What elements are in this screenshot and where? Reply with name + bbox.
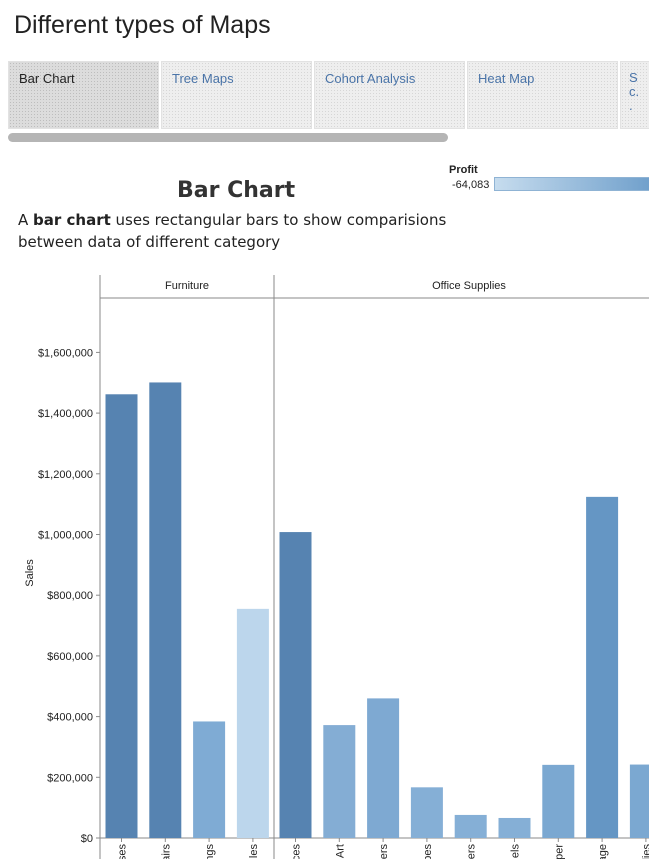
y-tick-label: $0: [81, 833, 93, 845]
y-tick-label: $600,000: [47, 651, 93, 663]
y-tick-label: $1,200,000: [38, 469, 93, 481]
bar[interactable]: [367, 698, 400, 838]
x-tick-label: les: [248, 844, 260, 859]
bar[interactable]: [236, 608, 269, 838]
sales-bar-chart: $0 $200,000 $400,000 $600,000 $800,000 $1,000…: [24, 275, 649, 859]
bar[interactable]: [498, 817, 531, 838]
panel-header-label: Furniture: [165, 280, 209, 292]
x-tick-label: lies: [641, 844, 649, 859]
x-tick-label: per: [553, 844, 565, 859]
panel-header-label: Office Supplies: [432, 280, 506, 292]
x-tick-label: age: [597, 844, 609, 859]
x-tick-label: ers: [466, 844, 478, 859]
y-tick-label: $1,400,000: [38, 408, 93, 420]
y-tick-label: $200,000: [47, 772, 93, 784]
section-title: Bar Chart: [177, 178, 296, 203]
tab-tree-maps[interactable]: Tree Maps: [161, 61, 312, 129]
x-tick-label: els: [510, 844, 522, 859]
bar[interactable]: [279, 532, 312, 838]
x-tick-label: ngs: [204, 844, 216, 859]
y-axis-label: Sales: [24, 559, 36, 587]
tab-bar-chart[interactable]: Bar Chart: [8, 61, 159, 129]
x-tick-label: ers: [378, 844, 390, 859]
x-tick-label: ses: [117, 844, 129, 859]
dashboard-tabs: Bar Chart Tree Maps Cohort Analysis Heat…: [8, 61, 649, 131]
description-rest: uses rectangular bars to show comparisio…: [18, 211, 447, 251]
x-tick-label: pes: [422, 844, 434, 859]
bar[interactable]: [586, 496, 619, 838]
bar[interactable]: [193, 721, 226, 838]
x-tick-label: Art: [334, 844, 346, 858]
bar[interactable]: [454, 814, 487, 838]
description-prefix: A: [18, 211, 34, 229]
legend-min-label: -64,083: [452, 179, 490, 191]
tab-heat-map[interactable]: Heat Map: [467, 61, 618, 129]
profit-color-legend[interactable]: [494, 177, 649, 191]
tab-partial[interactable]: S c. .: [620, 61, 649, 129]
bar[interactable]: [410, 787, 443, 838]
description-bold: bar chart: [33, 211, 111, 229]
y-tick-label: $800,000: [47, 590, 93, 602]
tab-cohort-analysis[interactable]: Cohort Analysis: [314, 61, 465, 129]
x-tick-label: airs: [160, 844, 172, 859]
bar[interactable]: [542, 764, 575, 838]
bar[interactable]: [323, 725, 356, 838]
chart-description: A bar chart uses rectangular bars to sho…: [18, 209, 458, 253]
bar[interactable]: [149, 382, 182, 838]
y-tick-label: $400,000: [47, 712, 93, 724]
page-title: Different types of Maps: [14, 11, 271, 39]
y-tick-label: $1,000,000: [38, 530, 93, 542]
bar[interactable]: [629, 764, 649, 838]
bar[interactable]: [105, 394, 138, 838]
x-tick-label: ces: [291, 844, 303, 859]
y-tick-label: $1,600,000: [38, 347, 93, 359]
tabs-scrollbar[interactable]: [8, 133, 448, 142]
legend-title: Profit: [449, 164, 478, 176]
